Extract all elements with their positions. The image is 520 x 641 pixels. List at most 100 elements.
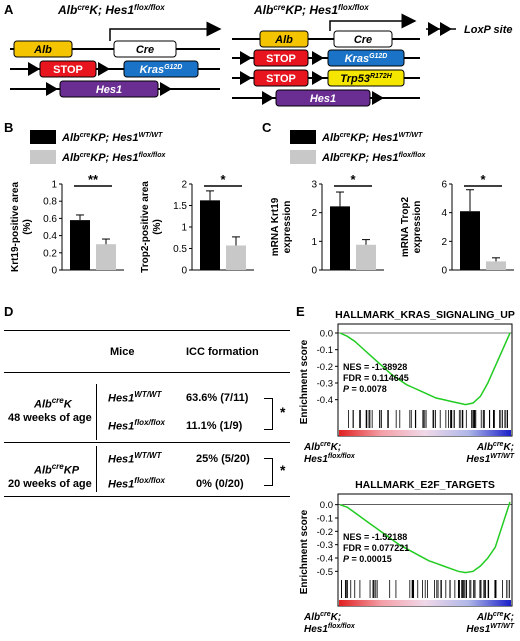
group-label-left: AlbcreK; <box>303 441 341 453</box>
sig-star-2: * <box>280 462 286 478</box>
gsea-plot-kras: HALLMARK_KRAS_SIGNALING_UP Enrichment sco… <box>299 309 515 465</box>
y-axis-label: Enrichment score <box>299 339 310 424</box>
y-tick-label: 0.2 <box>43 248 57 259</box>
bar-chart-c-right: mRNA Trop2expression 0 2 4 6 * <box>400 172 514 277</box>
y-tick-label: -0.1 <box>317 345 333 356</box>
svg-text:Trp53R172H: Trp53R172H <box>340 73 393 85</box>
bar <box>200 200 220 270</box>
table-header-icc: ICC formation <box>186 346 259 358</box>
group2-bracket <box>96 446 97 492</box>
group-label-right-line2: Hes1WT/WT <box>466 453 514 465</box>
y-tick-label: 0.0 <box>320 500 333 511</box>
legend-b-swatch-wt <box>30 130 56 144</box>
legend-c-swatch-flox <box>290 150 316 164</box>
loxp-legend-label: LoxP site <box>464 24 513 36</box>
y-tick-label: 0 <box>441 266 447 277</box>
panel-a-diagram: AlbcreK; Hes1flox/flox Alb Cre STOP Kras… <box>10 3 513 107</box>
alb-box-right <box>259 30 309 48</box>
bar <box>330 206 350 270</box>
y-tick-label: 0.0 <box>320 329 333 340</box>
loxp-icon <box>372 91 384 105</box>
svg-text:Hes1: Hes1 <box>96 84 122 96</box>
kras-box-right <box>327 49 405 67</box>
group-label-right: AlbcreK; <box>476 441 514 453</box>
loxp-icon <box>240 71 252 85</box>
fdr-label: FDR = 0.114645 <box>343 373 409 383</box>
loxp-icon <box>160 82 172 96</box>
y-axis-label: Krt19-positive area(%) <box>10 182 33 272</box>
legend-b-label-flox: AlbcreKP; Hes1flox/flox <box>61 152 166 164</box>
table-row-2-genotype: Hes1flox/flox <box>108 418 165 433</box>
hes1-box-left <box>59 80 159 98</box>
loxp-icon <box>98 62 110 76</box>
bar-chart-c-left: mRNA Krt19expression 0 1 2 3 * <box>270 172 384 277</box>
sig-bracket-2 <box>264 458 273 486</box>
group1-age: 48 weeks of age <box>8 412 92 424</box>
y-tick-label: -0.1 <box>317 514 333 525</box>
significance-label: ** <box>88 172 99 187</box>
svg-text:STOP: STOP <box>266 53 296 65</box>
y-tick-label: 1.5 <box>173 201 187 212</box>
bar <box>226 245 246 270</box>
table-row-1-value: 63.6% (7/11) <box>186 392 249 404</box>
stop-box-right <box>253 49 309 67</box>
table-bottom-rule <box>4 496 290 497</box>
y-tick-label: -0.3 <box>317 379 333 390</box>
svg-text:Hes1: Hes1 <box>310 93 336 105</box>
y-axis-label: mRNA Krt19expression <box>270 197 293 256</box>
bar <box>70 220 90 270</box>
y-tick-label: 6 <box>441 180 447 191</box>
gsea-plot-e2f: HALLMARK_E2F_TARGETS Enrichment score 0.0 -… <box>299 479 515 635</box>
gsea-title: HALLMARK_E2F_TARGETS <box>355 479 495 491</box>
nes-label: NES = -1.52188 <box>343 532 407 542</box>
p-value-label: P = 0.0078 <box>343 384 387 394</box>
y-axis-label: mRNA Trop2expression <box>400 196 423 257</box>
y-tick-label: -0.4 <box>317 395 333 406</box>
group-label-left-line2: Hes1flox/flox <box>304 623 356 635</box>
svg-text:KrasG12D: KrasG12D <box>345 53 388 65</box>
panel-d-letter: D <box>4 304 14 319</box>
group2-age: 20 weeks of age <box>8 478 92 490</box>
y-tick-label: 1 <box>181 223 187 234</box>
rank-gradient <box>339 430 511 436</box>
group-label-right-line2: Hes1WT/WT <box>466 623 514 635</box>
legend-c-label-flox: AlbcreKP; Hes1flox/flox <box>321 152 426 164</box>
bar <box>356 244 376 270</box>
bar <box>460 211 480 270</box>
y-tick-label: 0.5 <box>173 244 187 255</box>
y-tick-label: 1 <box>51 180 57 191</box>
table-row-4-value: 0% (0/20) <box>196 478 244 490</box>
panel-a-letter: A <box>4 2 14 17</box>
group1-bracket <box>96 384 97 440</box>
panel-a-right-title: AlbcreKP; Hes1flox/flox <box>253 3 369 17</box>
y-tick-label: 0.8 <box>43 197 57 208</box>
svg-text:KrasG12D: KrasG12D <box>140 64 183 76</box>
significance-label: * <box>350 172 356 187</box>
promoter-arrow-left <box>109 21 222 41</box>
stop-box-right-2 <box>253 69 309 87</box>
stop-box-left <box>39 60 97 78</box>
bar <box>96 244 116 270</box>
y-axis-label: Trop2-positive area(%) <box>140 181 163 273</box>
loxp-icon <box>46 82 58 96</box>
enrichment-curve <box>339 501 511 574</box>
y-tick-label: 4 <box>441 208 447 219</box>
legend-b-label-wt: AlbcreKP; Hes1WT/WT <box>61 132 163 144</box>
y-tick-label: 0 <box>311 266 317 277</box>
fdr-label: FDR = 0.077221 <box>343 543 409 553</box>
panel-a-left-title: AlbcreK; Hes1flox/flox <box>57 3 165 17</box>
group-label-left-line2: Hes1flox/flox <box>304 453 356 465</box>
y-axis-label: Enrichment score <box>299 509 310 594</box>
bar-chart-b-left: Krt19-positive area(%) 0 0.2 0.4 0.6 0.8 1 ** <box>10 172 124 277</box>
table-row-3-value: 25% (5/20) <box>196 453 250 465</box>
legend-c-swatch-wt <box>290 130 316 144</box>
sig-star-1: * <box>280 404 286 420</box>
y-tick-label: -0.4 <box>317 554 333 565</box>
loxp-icon <box>262 91 274 105</box>
bar-chart-b-right: Trop2-positive area(%) 0 0.5 1 1.5 2 * <box>140 172 254 277</box>
y-tick-label: -0.3 <box>317 540 333 551</box>
y-tick-label: 2 <box>441 237 447 248</box>
group1-label: AlbcreK <box>34 396 72 411</box>
loxp-icon <box>240 51 252 65</box>
legend-b-swatch-flox <box>30 150 56 164</box>
